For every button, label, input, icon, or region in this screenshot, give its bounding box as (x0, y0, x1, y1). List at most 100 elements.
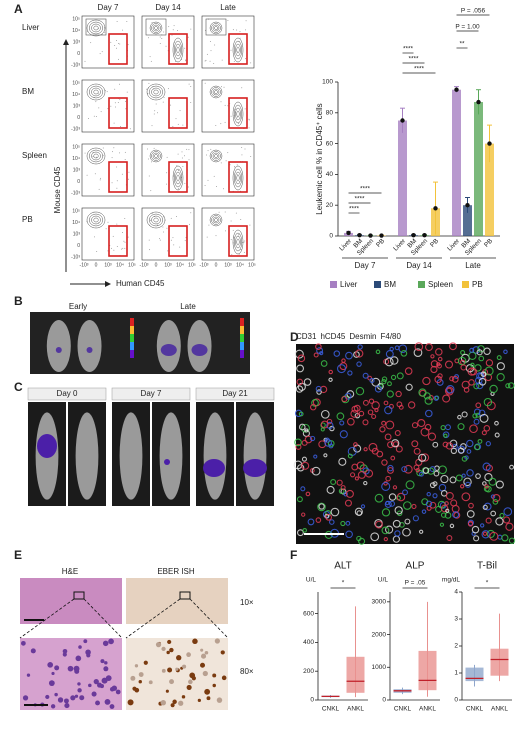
flow-plot (201, 207, 255, 261)
cell (483, 424, 491, 432)
flow-tick: 10³ (73, 103, 81, 109)
cell (489, 384, 498, 394)
cell (388, 493, 397, 501)
flow-tick: 10⁵ (72, 16, 80, 22)
event-dot (166, 156, 168, 158)
bar (398, 120, 407, 236)
cell (418, 453, 427, 462)
cell (411, 440, 419, 448)
event-dot (148, 82, 150, 84)
cell (470, 362, 475, 368)
flow-plot (81, 15, 135, 69)
cell (404, 518, 411, 525)
event-dot (159, 42, 161, 44)
cell (407, 401, 416, 409)
cell (432, 441, 439, 448)
nucleus (188, 679, 193, 685)
cell (471, 525, 480, 534)
nucleus (54, 692, 58, 697)
mouse (159, 412, 183, 500)
micrograph-inset (179, 591, 191, 600)
event-dot (208, 224, 210, 226)
event-dot (238, 123, 240, 125)
cell (396, 492, 406, 502)
cell (463, 387, 470, 393)
cell (315, 343, 322, 350)
nucleus (200, 662, 206, 668)
signal (203, 459, 225, 477)
cell (301, 512, 306, 517)
cell (298, 423, 306, 431)
cell (328, 369, 333, 375)
box (465, 667, 484, 682)
cell (436, 362, 441, 367)
event-dot (163, 96, 165, 98)
cell (496, 355, 502, 361)
cell (374, 493, 384, 503)
cell (347, 417, 355, 426)
cell (475, 402, 482, 409)
cell (501, 534, 509, 542)
cell (484, 373, 493, 382)
event-dot (118, 43, 120, 45)
event-dot (249, 224, 251, 226)
cell (484, 473, 493, 482)
cell (442, 394, 451, 403)
event-dot (147, 93, 149, 95)
event-dot (128, 178, 130, 180)
cell (469, 424, 478, 434)
flow-tick: 0 (215, 262, 218, 268)
cell (417, 418, 426, 428)
event-dot (150, 60, 152, 62)
contour (174, 40, 182, 60)
color-scale (240, 334, 244, 342)
cell (494, 432, 500, 438)
flow-tick: 10⁵ (128, 262, 136, 268)
cell (367, 409, 374, 415)
cell (340, 485, 346, 491)
nucleus (206, 696, 211, 701)
cell (304, 435, 313, 444)
event-dot (244, 240, 246, 242)
event-dot (177, 30, 179, 32)
chart-title: ALP (406, 561, 425, 572)
cell (496, 373, 505, 382)
event-dot (121, 248, 123, 250)
cell (478, 377, 487, 386)
bar (452, 89, 461, 236)
legend-label: Spleen (428, 280, 453, 289)
x-tick-label: CNKL (466, 706, 484, 713)
cell (294, 409, 303, 418)
cell (315, 385, 322, 392)
legend-label: BM (384, 280, 396, 289)
nucleus (138, 680, 142, 684)
cell (492, 499, 499, 505)
event-dot (241, 147, 243, 149)
cell (461, 411, 468, 418)
event-dot (181, 157, 183, 159)
cell (356, 510, 363, 516)
contour (89, 21, 103, 35)
nucleus (105, 675, 112, 681)
nucleus (148, 680, 153, 685)
contour (91, 87, 101, 97)
event-dot (124, 217, 126, 219)
contour (232, 229, 244, 255)
event-dot (230, 49, 232, 51)
nucleus (200, 653, 207, 659)
contour (234, 232, 242, 252)
nucleus (47, 661, 54, 668)
flow-plot (141, 15, 195, 69)
flow-tick: 10⁴ (72, 92, 80, 98)
event-dot (234, 166, 236, 168)
zoom-line (83, 598, 123, 639)
event-dot (214, 44, 216, 46)
contour (86, 83, 106, 101)
cell (445, 442, 454, 450)
bar-dot (368, 233, 373, 238)
cell (492, 493, 501, 503)
sig-label: P = .056 (461, 8, 486, 15)
cell (482, 531, 488, 536)
cell (384, 406, 393, 415)
nucleus (178, 700, 184, 706)
